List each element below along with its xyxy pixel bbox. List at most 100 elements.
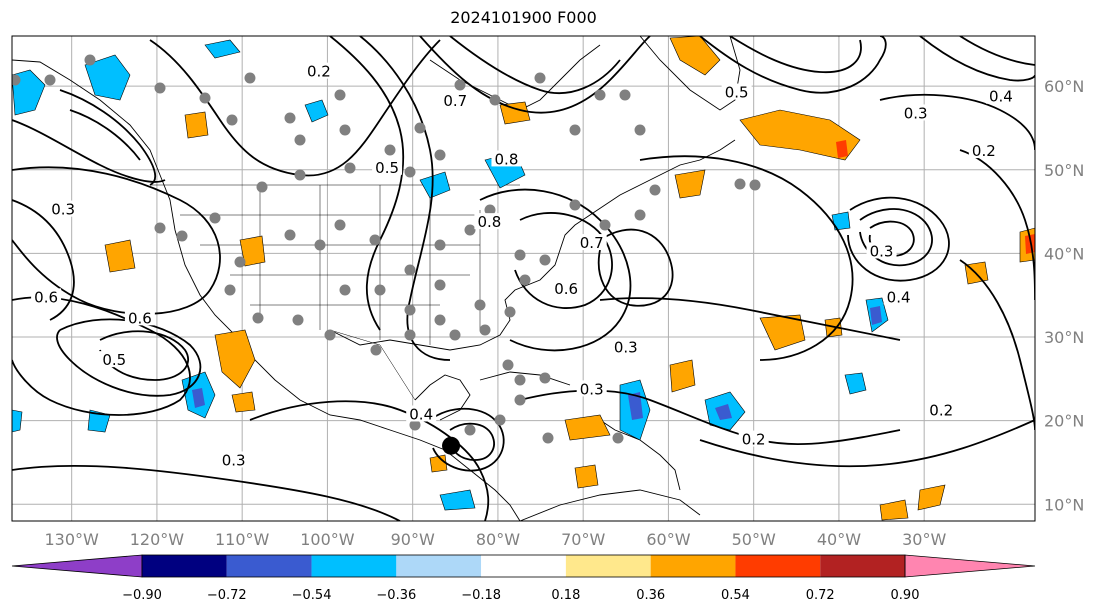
contour-label-bg	[372, 158, 403, 175]
lat-tick-label: 20°N	[1044, 412, 1084, 431]
station-marker	[314, 239, 326, 251]
colorbar-segment	[565, 555, 651, 577]
station-marker	[649, 184, 661, 196]
latitude-labels: 60°N 50°N 40°N 30°N 20°N 10°N	[1044, 77, 1084, 514]
lon-tick-label: 110°W	[215, 530, 270, 549]
contour-label-bg	[99, 351, 130, 368]
contour-label-bg	[985, 87, 1016, 104]
hudson-bay	[429, 44, 601, 111]
lat-tick-label: 10°N	[1044, 495, 1084, 514]
station-marker	[534, 72, 546, 84]
colorbar-min-extend	[11, 554, 143, 578]
colorbar-tick-label: 0.72	[806, 588, 835, 603]
station-marker	[489, 94, 501, 106]
lon-tick-label: 60°W	[646, 530, 690, 549]
station-marker	[464, 424, 476, 436]
lon-tick-label: 130°W	[44, 530, 99, 549]
station-marker	[484, 204, 496, 216]
colorbar-segment	[650, 555, 736, 577]
station-marker	[434, 149, 446, 161]
lat-tick-label: 40°N	[1044, 244, 1084, 263]
lon-tick-label: 50°W	[732, 530, 776, 549]
contour-label-bg	[926, 401, 957, 418]
contour-labels: 0.2 0.7 0.8 0.8 0.7 0.6 0.3 0.3 0.2 0.4 0.2 0.3 0.4 0…	[31, 62, 1016, 469]
station-marker	[504, 306, 516, 318]
station-marker	[44, 74, 56, 86]
station-marker	[244, 72, 256, 84]
station-marker	[434, 279, 446, 291]
station-marker	[199, 92, 211, 104]
station-marker	[542, 432, 554, 444]
station-marker	[464, 224, 476, 236]
contour-label: 0.2	[742, 431, 766, 449]
contour-label: 0.6	[128, 309, 152, 327]
contour-label: 0.3	[904, 104, 928, 122]
contour-label: 0.3	[580, 380, 604, 398]
colorbar-segment	[481, 555, 566, 577]
station-marker	[734, 178, 746, 190]
colorbar-tick-label: 0.36	[636, 588, 665, 603]
colorbar	[11, 554, 1036, 578]
station-marker	[339, 284, 351, 296]
station-marker	[502, 359, 514, 371]
contour-label: 0.4	[989, 88, 1013, 106]
contour-label: 0.5	[725, 84, 749, 102]
colorbar-tick-label: 0.18	[551, 588, 580, 603]
station-marker	[234, 256, 246, 268]
colorbar-segment	[311, 555, 397, 577]
station-marker	[154, 82, 166, 94]
station-marker	[176, 230, 188, 242]
station-marker	[384, 144, 396, 156]
station-markers	[12, 54, 761, 444]
contour-label-bg	[48, 200, 79, 217]
contour-label-bg	[738, 430, 769, 447]
station-marker	[434, 314, 446, 326]
contour-label: 0.6	[34, 288, 58, 306]
station-marker	[404, 304, 416, 316]
station-marker	[539, 254, 551, 266]
colorbar-frame	[141, 554, 906, 578]
contour-label: 0.3	[614, 339, 638, 357]
station-marker	[324, 329, 336, 341]
contour-label: 0.3	[870, 242, 894, 260]
station-marker	[209, 212, 221, 224]
colorbar-tick-label: −0.54	[292, 588, 332, 603]
lat-tick-label: 60°N	[1044, 77, 1084, 96]
station-marker	[369, 234, 381, 246]
contour-label-bg	[576, 234, 607, 251]
station-marker	[514, 249, 526, 261]
station-marker	[284, 112, 296, 124]
gulf-coast	[329, 139, 736, 351]
contour-label: 0.4	[409, 405, 433, 423]
colorbar-segment	[142, 555, 227, 577]
colorbar-segment	[735, 555, 821, 577]
yucatan	[414, 374, 471, 421]
tropical-cyclone-marker	[442, 436, 461, 455]
station-marker	[594, 89, 606, 101]
lat-tick-label: 50°N	[1044, 161, 1084, 180]
lon-tick-label: 120°W	[130, 530, 185, 549]
political-borders	[150, 184, 520, 401]
station-marker	[404, 264, 416, 276]
longitude-labels: 130°W 120°W 110°W 100°W 90°W 80°W 70°W 60°W 50°W…	[44, 530, 946, 549]
station-marker	[599, 219, 611, 231]
contour-label-bg	[491, 150, 522, 167]
station-marker	[514, 394, 526, 406]
contour-label-bg	[124, 309, 155, 326]
station-marker	[749, 179, 761, 191]
station-marker	[569, 199, 581, 211]
station-marker	[539, 372, 551, 384]
station-marker	[494, 414, 506, 426]
station-marker	[519, 274, 531, 286]
station-marker	[226, 114, 238, 126]
station-marker	[409, 419, 421, 431]
colorbar-segment	[820, 555, 905, 577]
lon-tick-label: 80°W	[476, 530, 520, 549]
contour-label-bg	[721, 83, 752, 100]
station-marker	[344, 162, 356, 174]
contour-label-bg	[866, 242, 897, 259]
contour-label-bg	[900, 104, 931, 121]
station-marker	[84, 54, 96, 66]
lon-tick-label: 40°W	[817, 530, 861, 549]
